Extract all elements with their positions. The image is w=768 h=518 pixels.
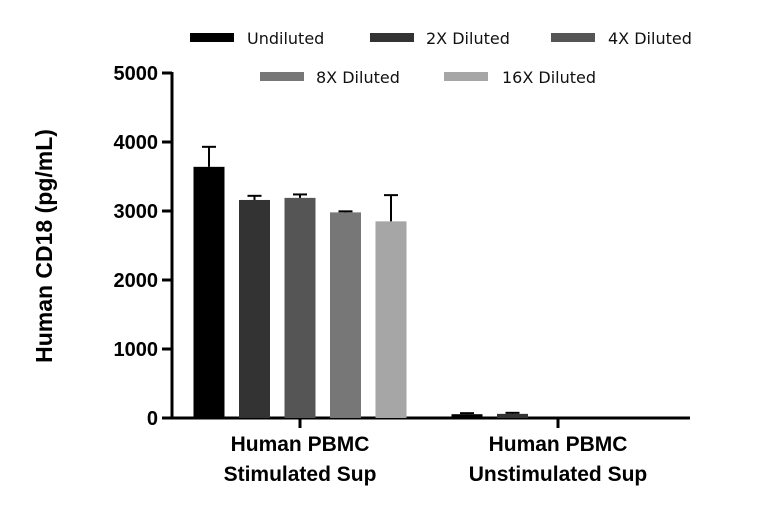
legend-swatch: [444, 72, 488, 81]
y-tick-label: 4000: [114, 132, 159, 154]
legend-label: 8X Diluted: [316, 68, 400, 87]
legend-label: Undiluted: [247, 29, 324, 48]
chart-legend: Undiluted 2X Diluted 4X Diluted 8X Diluted 1…: [190, 29, 692, 87]
y-axis-label: Human CD18 (pg/mL): [31, 129, 57, 363]
bar: [451, 414, 483, 418]
y-tick-label: 5000: [114, 63, 159, 85]
legend-swatch: [190, 33, 234, 42]
x-category-label: Human PBMC: [489, 433, 628, 456]
bar: [239, 199, 270, 418]
y-tick-label: 3000: [114, 201, 159, 223]
bar: [284, 197, 316, 418]
bar: [193, 166, 225, 418]
legend-swatch: [370, 33, 414, 42]
x-category-label: Unstimulated Sup: [469, 463, 648, 486]
chart-axes: 0 1000 2000 3000 4000 5000 Human PBMC Stimulate…: [114, 63, 690, 486]
bar: [330, 212, 361, 418]
legend-label: 4X Diluted: [608, 29, 692, 48]
chart-bars: [193, 166, 528, 418]
legend-swatch: [260, 72, 304, 81]
legend-swatch: [551, 33, 595, 42]
legend-label: 16X Diluted: [502, 68, 596, 87]
x-category-label: Human PBMC: [231, 433, 370, 456]
y-tick-label: 1000: [114, 339, 159, 361]
y-tick-label: 0: [147, 408, 158, 430]
bar: [497, 413, 528, 418]
x-category-label: Stimulated Sup: [224, 463, 377, 486]
bar: [375, 221, 407, 418]
chart-error-bars: [202, 145, 520, 415]
legend-label: 2X Diluted: [426, 29, 510, 48]
y-tick-label: 2000: [114, 270, 159, 292]
